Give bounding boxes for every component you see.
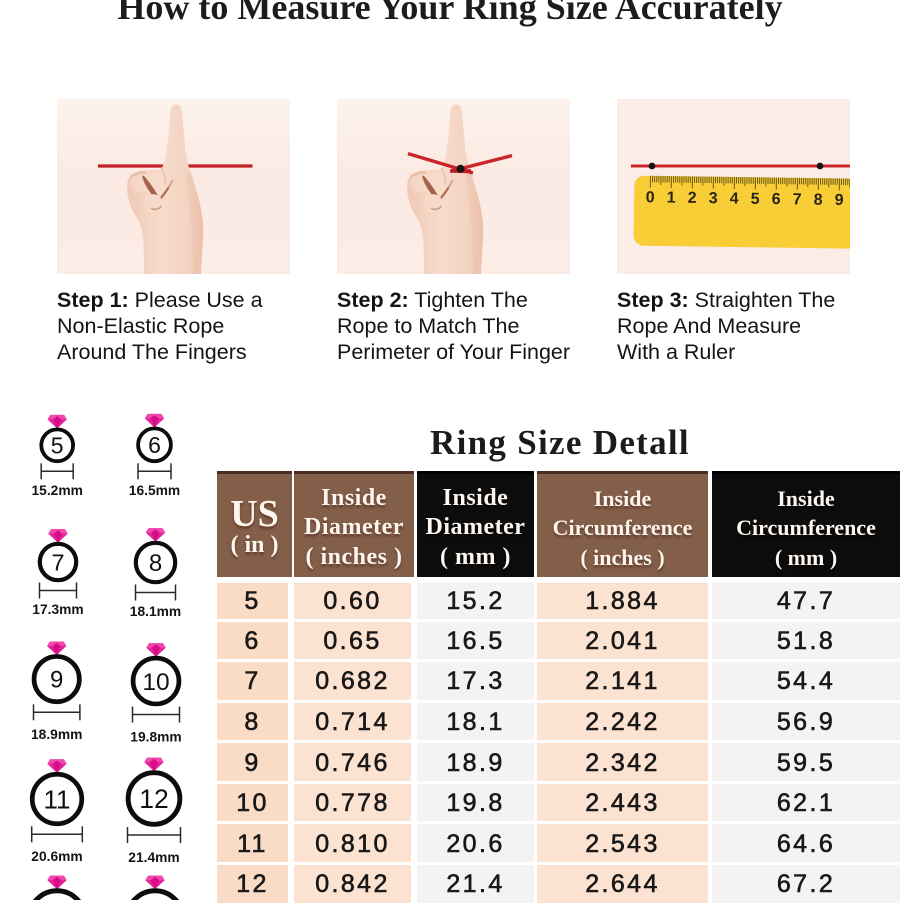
svg-text:8: 8	[149, 550, 162, 577]
svg-text:6: 6	[772, 191, 781, 208]
svg-text:11: 11	[44, 784, 71, 814]
svg-text:6: 6	[148, 432, 161, 458]
svg-text:0: 0	[646, 189, 655, 206]
svg-text:21.4mm: 21.4mm	[128, 850, 179, 865]
svg-text:10: 10	[142, 669, 169, 696]
svg-text:3: 3	[709, 190, 718, 207]
svg-text:5: 5	[751, 191, 760, 208]
svg-text:1: 1	[667, 190, 676, 207]
svg-text:5: 5	[51, 433, 64, 459]
svg-text:16.5mm: 16.5mm	[129, 483, 180, 498]
svg-text:7: 7	[51, 550, 64, 576]
svg-text:18.1mm: 18.1mm	[130, 604, 181, 619]
svg-text:7: 7	[793, 191, 802, 208]
svg-text:9: 9	[50, 667, 63, 694]
svg-text:19.8mm: 19.8mm	[130, 729, 181, 744]
svg-text:15.2mm: 15.2mm	[32, 483, 83, 498]
svg-text:20.6mm: 20.6mm	[31, 849, 82, 864]
svg-text:2: 2	[688, 190, 697, 207]
svg-text:8: 8	[814, 192, 823, 209]
svg-text:12: 12	[139, 784, 168, 814]
svg-text:17.3mm: 17.3mm	[32, 602, 83, 617]
svg-text:18.9mm: 18.9mm	[31, 727, 82, 742]
svg-text:9: 9	[835, 192, 844, 209]
svg-text:4: 4	[730, 190, 739, 207]
